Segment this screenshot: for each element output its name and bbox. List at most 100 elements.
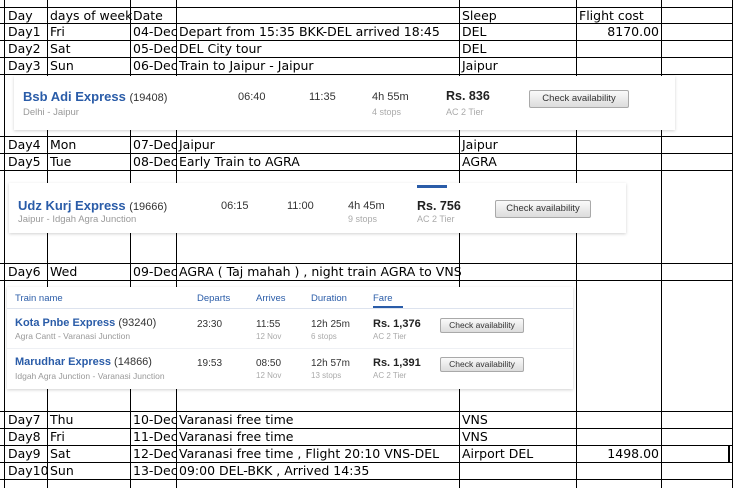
cell-day[interactable]: Day2	[8, 41, 41, 56]
cell-flight-cost[interactable]: 1498.00	[607, 446, 659, 461]
cell-activity[interactable]: 09:00 DEL-BKK , Arrived 14:35	[179, 463, 370, 478]
check-availability-button[interactable]: Check availability	[440, 318, 524, 333]
cell-sleep[interactable]: DEL	[462, 41, 487, 56]
cell-day[interactable]: Day6	[8, 264, 41, 279]
cell-sleep[interactable]: VNS	[462, 412, 488, 427]
cell-activity[interactable]: AGRA ( Taj mahah ) , night train AGRA to…	[179, 264, 462, 279]
header-day[interactable]: Day	[8, 8, 33, 23]
cell-dow[interactable]: Tue	[50, 154, 72, 169]
cell-flight-cost[interactable]: 8170.00	[607, 24, 659, 39]
cell-activity[interactable]: DEL City tour	[179, 41, 262, 56]
cell-dow[interactable]: Wed	[50, 264, 78, 279]
header-sleep[interactable]: Sleep	[462, 8, 497, 23]
cell-activity[interactable]: Early Train to AGRA	[179, 154, 300, 169]
train-name-link[interactable]: Kota Pnbe Express (93240)	[15, 317, 156, 329]
cell-day[interactable]: Day1	[8, 24, 41, 39]
cell-dow[interactable]: Sat	[50, 41, 71, 56]
cell-day[interactable]: Day8	[8, 429, 41, 444]
cell-date[interactable]: 11-Dec	[133, 429, 178, 444]
cell-sleep[interactable]: DEL	[462, 24, 487, 39]
cell-sleep[interactable]: Jaipur	[462, 137, 498, 152]
cell-day[interactable]: Day10	[8, 463, 49, 478]
duration: 12h 57m	[311, 358, 350, 369]
header-date[interactable]: Date	[133, 8, 163, 23]
arrive-date: 12 Nov	[256, 371, 282, 380]
cell-activity[interactable]: Train to Jaipur - Jaipur	[179, 58, 314, 73]
depart-time: 23:30	[197, 319, 223, 330]
cell-dow[interactable]: Fri	[50, 429, 65, 444]
row-line	[0, 479, 733, 480]
cell-sleep[interactable]: Airport DEL	[462, 446, 534, 461]
train-name-link[interactable]: Bsb Adi Express (19408)	[23, 89, 167, 104]
cell-dow[interactable]: Sat	[50, 446, 71, 461]
cell-activity[interactable]: Varanasi free time	[179, 429, 294, 444]
stops: 4 stops	[372, 107, 402, 117]
cell-date[interactable]: 07-Dec	[133, 137, 178, 152]
check-availability-button[interactable]: Check availability	[495, 200, 591, 218]
cell-day[interactable]: Day7	[8, 412, 41, 427]
train-result-pane: Udz Kurj Express (19666) Jaipur - Idgah …	[9, 183, 626, 233]
cell-sleep[interactable]: Jaipur	[462, 58, 498, 73]
cell-date[interactable]: 05-Dec	[133, 41, 178, 56]
cell-day[interactable]: Day3	[8, 58, 41, 73]
row-line	[0, 280, 733, 281]
duration: 4h 45m	[348, 200, 385, 212]
cell-sleep[interactable]: AGRA	[462, 154, 497, 169]
train-name[interactable]: Udz Kurj Express	[18, 198, 126, 213]
train-route: Delhi - Jaipur	[23, 107, 79, 118]
train-route: Agra Cantt - Varanasi Junction	[15, 331, 131, 341]
cell-day[interactable]: Day5	[8, 154, 41, 169]
cell-dow[interactable]: Sun	[50, 463, 74, 478]
col-header-departs[interactable]: Departs	[197, 293, 231, 304]
cell-activity[interactable]: Jaipur	[179, 137, 215, 152]
train-name[interactable]: Kota Pnbe Express	[15, 317, 116, 329]
train-name[interactable]: Bsb Adi Express	[23, 89, 126, 104]
cell-date[interactable]: 08-Dec	[133, 154, 178, 169]
row-line	[0, 7, 733, 8]
cell-dow[interactable]: Sun	[50, 58, 74, 73]
arrive-time: 11:00	[287, 200, 314, 212]
cell-dow[interactable]: Fri	[50, 24, 65, 39]
cell-date[interactable]: 04-Dec	[133, 24, 178, 39]
cell-date[interactable]: 10-Dec	[133, 412, 178, 427]
cell-day[interactable]: Day9	[8, 446, 41, 461]
duration: 12h 25m	[311, 319, 350, 330]
cell-dow[interactable]: Thu	[50, 412, 74, 427]
fare: Rs. 756	[417, 199, 461, 213]
fare-sort-indicator	[373, 306, 403, 308]
row-line	[0, 74, 733, 75]
train-name[interactable]: Marudhar Express	[15, 356, 111, 368]
row-line	[0, 445, 733, 446]
col-line	[459, 0, 460, 488]
train-name-link[interactable]: Udz Kurj Express (19666)	[18, 198, 167, 213]
stops: 6 stops	[311, 332, 337, 341]
header-flight-cost[interactable]: Flight cost	[579, 8, 644, 23]
cell-day[interactable]: Day4	[8, 137, 41, 152]
col-line	[4, 0, 5, 488]
cell-date[interactable]: 13-Dec	[133, 463, 178, 478]
cell-activity[interactable]: Depart from 15:35 BKK-DEL arrived 18:45	[179, 24, 440, 39]
train-route: Idgah Agra Junction - Varanasi Junction	[15, 371, 165, 381]
arrive-time: 08:50	[256, 358, 282, 369]
cell-sleep[interactable]: VNS	[462, 429, 488, 444]
header-dow[interactable]: days of week	[50, 8, 133, 23]
cell-date[interactable]: 09-Dec	[133, 264, 178, 279]
text-cursor-icon	[728, 446, 730, 462]
cell-date[interactable]: 06-Dec	[133, 58, 178, 73]
row-line	[0, 57, 733, 58]
cell-activity[interactable]: Varanasi free time , Flight 20:10 VNS-DE…	[179, 446, 440, 461]
check-availability-button[interactable]: Check availability	[440, 357, 524, 372]
train-name-link[interactable]: Marudhar Express (14866)	[15, 356, 152, 368]
col-header-train-name[interactable]: Train name	[15, 293, 63, 304]
fare: Rs. 1,376	[373, 318, 421, 330]
cell-date[interactable]: 12-Dec	[133, 446, 178, 461]
train-number: (93240)	[118, 317, 157, 329]
cell-dow[interactable]: Mon	[50, 137, 77, 152]
row-line	[0, 462, 733, 463]
duration: 4h 55m	[372, 91, 409, 103]
col-header-arrives[interactable]: Arrives	[256, 293, 286, 304]
cell-activity[interactable]: Varanasi free time	[179, 412, 294, 427]
check-availability-button[interactable]: Check availability	[529, 90, 629, 108]
col-header-duration[interactable]: Duration	[311, 293, 347, 304]
col-header-fare[interactable]: Fare	[373, 293, 393, 304]
